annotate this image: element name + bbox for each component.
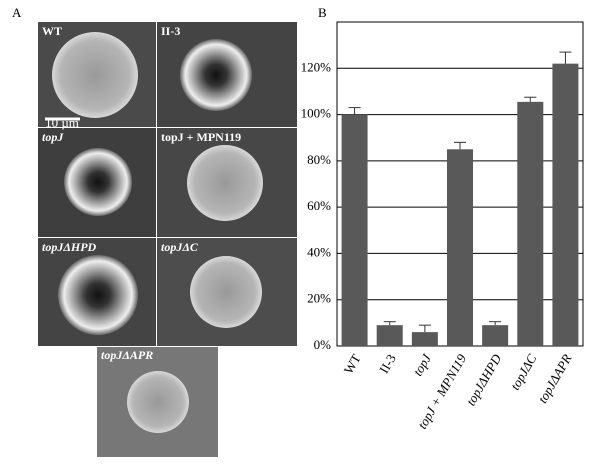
y-tick-label: 40%	[307, 244, 331, 259]
y-tick-label: 80%	[307, 152, 331, 167]
image-label: topJ + MPN119	[161, 130, 241, 144]
panel-label: A	[12, 5, 22, 20]
colony	[187, 145, 263, 221]
y-tick-label: 120%	[301, 59, 332, 74]
bar	[446, 149, 474, 346]
micrographs: 10 µm WT II-3 topJ topJ + MPN119 topJΔHP…	[38, 22, 297, 457]
image-label: topJΔC	[161, 240, 199, 254]
x-tick-label: topJΔAPR	[535, 351, 575, 405]
bar	[482, 325, 509, 346]
image-label: WT	[42, 24, 62, 38]
y-tick-label: 20%	[307, 291, 331, 306]
image-label: II-3	[161, 24, 180, 38]
y-tick-label: 0%	[314, 337, 332, 352]
bar	[376, 325, 403, 346]
panel-label: B	[318, 5, 327, 20]
colony	[127, 371, 189, 433]
x-tick-label: topJ	[410, 350, 435, 378]
x-tick-label: II-3	[376, 351, 399, 375]
bar	[341, 114, 368, 346]
bar	[411, 332, 438, 346]
x-tick-label: topJΔC	[507, 351, 539, 392]
y-tick-label: 60%	[307, 198, 331, 213]
x-tick-label: topJΔHPD	[463, 351, 505, 408]
scale-bar-label: 10 µm	[45, 115, 79, 130]
bar	[517, 101, 544, 346]
colony	[58, 255, 138, 335]
image-label: topJ	[42, 130, 64, 144]
image-label: topJΔAPR	[101, 348, 153, 362]
colony	[52, 32, 138, 118]
colony	[64, 148, 132, 216]
colony	[180, 39, 252, 111]
colony	[190, 256, 262, 328]
y-tick-label: 100%	[301, 106, 332, 121]
x-tick-label: WT	[341, 351, 364, 376]
image-label: topJΔHPD	[42, 240, 97, 254]
bar	[552, 63, 579, 347]
